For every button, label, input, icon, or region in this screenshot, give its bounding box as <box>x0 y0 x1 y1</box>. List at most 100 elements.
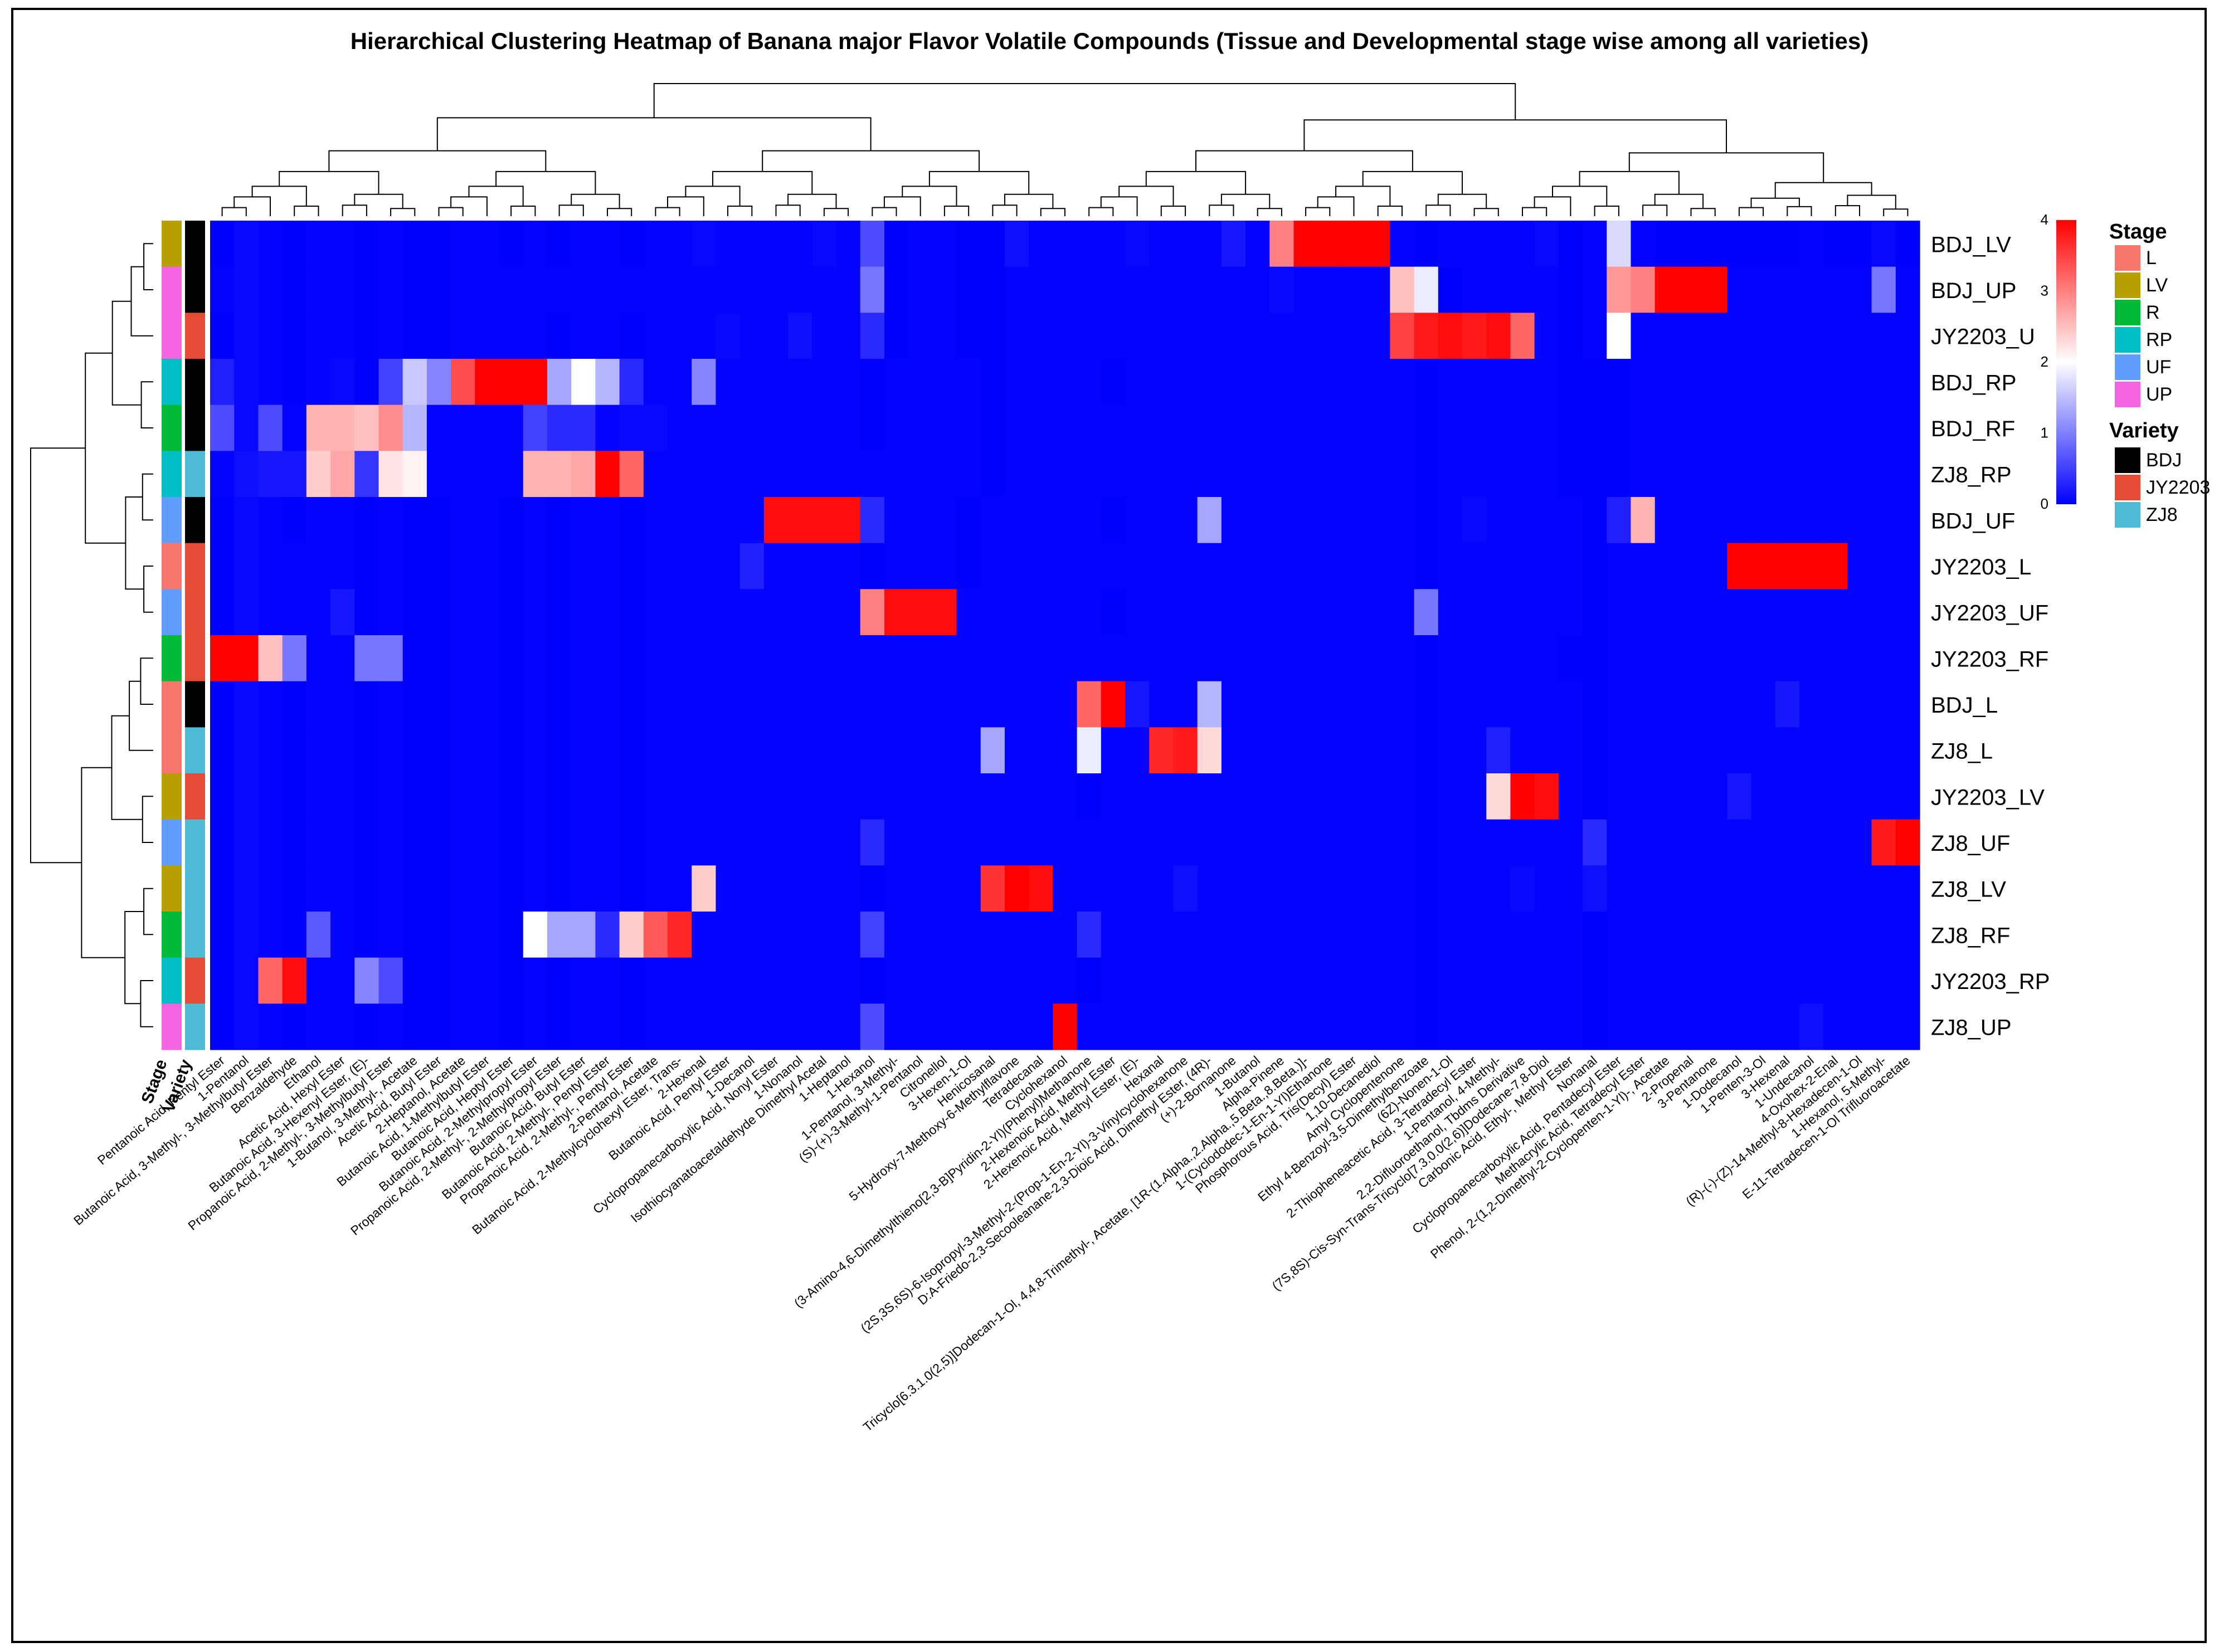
heatmap-cell <box>884 681 909 728</box>
heatmap-cell <box>1390 865 1415 912</box>
heatmap-cell <box>475 773 500 820</box>
heatmap-cell <box>499 405 524 451</box>
heatmap-cell <box>475 589 500 636</box>
heatmap-cell <box>1703 912 1727 958</box>
heatmap-cell <box>692 405 717 451</box>
heatmap-cell <box>692 221 717 267</box>
heatmap-cell <box>980 681 1005 728</box>
heatmap-cell <box>763 727 789 774</box>
heatmap-cell <box>354 773 379 820</box>
heatmap-cell <box>1414 451 1439 498</box>
heatmap-cell <box>619 819 644 866</box>
heatmap-cell <box>282 957 307 1004</box>
heatmap-cell <box>1558 957 1583 1004</box>
heatmap-cell <box>1317 543 1342 589</box>
heatmap-cell <box>1077 359 1102 406</box>
heatmap-cell <box>1390 451 1415 498</box>
heatmap-cell <box>1654 773 1680 820</box>
heatmap-cell <box>1462 681 1487 728</box>
heatmap-cell <box>306 405 331 451</box>
heatmap-cell <box>1390 589 1415 636</box>
stage-annotation-cell <box>162 405 182 451</box>
stage-annotation-cell <box>162 773 182 820</box>
heatmap-cell <box>1895 727 1920 774</box>
heatmap-cell <box>1173 266 1198 313</box>
heatmap-cell <box>1583 313 1607 359</box>
heatmap-cell <box>1654 497 1680 544</box>
heatmap-cell <box>860 497 885 544</box>
row-label: ZJ8_LV <box>1931 878 2006 902</box>
heatmap-cell <box>619 957 644 1004</box>
heatmap-cell <box>860 1003 885 1050</box>
heatmap-cell <box>330 635 355 682</box>
heatmap-cell <box>234 221 259 267</box>
variety-legend-swatch <box>2115 502 2140 528</box>
heatmap-cell <box>1558 221 1583 267</box>
heatmap-cell <box>884 957 909 1004</box>
heatmap-cell <box>860 727 885 774</box>
heatmap-cell <box>1390 773 1415 820</box>
heatmap-cell <box>1221 681 1246 728</box>
heatmap-cell <box>1775 957 1800 1004</box>
heatmap-cell <box>426 773 451 820</box>
heatmap-cell <box>739 681 765 728</box>
heatmap-cell <box>1414 313 1439 359</box>
row-label: BDJ_L <box>1931 693 1998 718</box>
heatmap-cell <box>1221 635 1246 682</box>
heatmap-cell <box>812 405 837 451</box>
heatmap-cell <box>908 359 933 406</box>
stage-legend-swatch <box>2115 327 2140 353</box>
heatmap-cell <box>1029 819 1053 866</box>
heatmap-cell <box>1293 589 1318 636</box>
heatmap-cell <box>1631 359 1656 406</box>
heatmap-cell <box>1221 359 1246 406</box>
heatmap-cell <box>788 727 812 774</box>
heatmap-cell <box>1197 359 1222 406</box>
heatmap-cell <box>1245 912 1270 958</box>
heatmap-cell <box>1414 681 1439 728</box>
heatmap-cell <box>1197 221 1222 267</box>
heatmap-cell <box>1895 1003 1920 1050</box>
heatmap-cell <box>980 221 1005 267</box>
heatmap-cell <box>571 266 596 313</box>
heatmap-cell <box>1414 727 1439 774</box>
heatmap-cell <box>716 405 741 451</box>
heatmap-cell <box>1895 497 1920 544</box>
heatmap-cell <box>1462 497 1487 544</box>
heatmap-cell <box>1125 451 1150 498</box>
heatmap-cell <box>547 451 572 498</box>
heatmap-cell <box>258 773 283 820</box>
heatmap-cell <box>378 681 403 728</box>
heatmap-cell <box>1727 497 1752 544</box>
heatmap-cell <box>668 727 692 774</box>
heatmap-cell <box>234 865 259 912</box>
heatmap-cell <box>354 221 379 267</box>
heatmap-cell <box>812 313 837 359</box>
heatmap-cell <box>1053 912 1078 958</box>
heatmap-cell <box>956 865 981 912</box>
stage-legend-label: L <box>2146 247 2157 269</box>
stage-legend-label: UP <box>2146 384 2172 405</box>
heatmap-cell <box>1751 773 1776 820</box>
heatmap-cell <box>788 266 812 313</box>
heatmap-cell <box>571 957 596 1004</box>
heatmap-cell <box>1703 681 1727 728</box>
heatmap-cell <box>619 865 644 912</box>
heatmap-cell <box>523 313 548 359</box>
heatmap-cell <box>1173 543 1198 589</box>
heatmap-cell <box>1173 497 1198 544</box>
heatmap-cell <box>956 635 981 682</box>
heatmap-cell <box>1486 727 1511 774</box>
heatmap-cell <box>1847 819 1872 866</box>
heatmap-cell <box>1823 313 1848 359</box>
heatmap-cell <box>234 589 259 636</box>
heatmap-cell <box>1486 221 1511 267</box>
heatmap-cell <box>1341 773 1366 820</box>
heatmap-cell <box>426 451 451 498</box>
heatmap-cell <box>812 497 837 544</box>
heatmap-cell <box>956 497 981 544</box>
heatmap-cell <box>716 681 741 728</box>
heatmap-cell <box>836 497 861 544</box>
heatmap-cell <box>1101 543 1126 589</box>
heatmap-cell <box>1245 313 1270 359</box>
